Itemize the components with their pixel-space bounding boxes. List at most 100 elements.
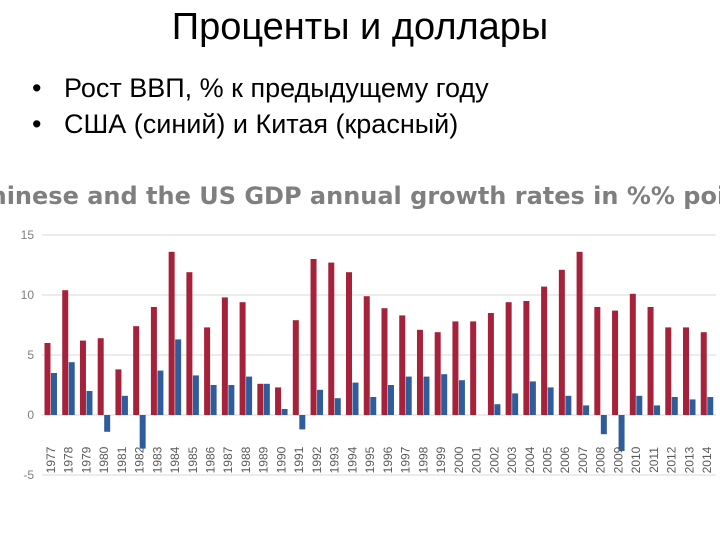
us-bar	[334, 398, 341, 415]
china-bar	[150, 307, 157, 415]
china-bar	[363, 296, 370, 415]
x-tick-label: 1998	[416, 446, 430, 473]
us-bar	[671, 397, 678, 415]
us-bar	[654, 405, 661, 415]
x-tick-label: 1982	[133, 446, 147, 473]
china-bar	[416, 329, 423, 415]
bullet-text: США (синий) и Китая (красный)	[64, 109, 459, 139]
china-bar	[328, 262, 335, 415]
x-tick-label: 1994	[345, 446, 359, 473]
china-bar	[133, 326, 140, 415]
china-bar	[647, 307, 654, 415]
china-bar	[523, 301, 530, 415]
us-bar	[317, 389, 324, 415]
x-tick-label: 1980	[97, 446, 111, 473]
x-tick-label: 1979	[79, 446, 93, 473]
us-bar	[583, 405, 590, 415]
x-tick-label: 2004	[523, 446, 537, 473]
china-bar	[629, 293, 636, 415]
us-bar	[352, 382, 359, 415]
x-tick-label: 2003	[505, 446, 519, 473]
us-bar	[192, 375, 199, 415]
us-bar	[263, 383, 270, 415]
china-bar	[275, 387, 282, 415]
us-bar	[210, 385, 217, 415]
us-bar	[405, 376, 412, 415]
china-bar	[97, 338, 104, 415]
gdp-growth-chart: Chinese and the US GDP annual growth rat…	[0, 160, 720, 490]
y-axis-ticks: -5 0 5 10 15	[21, 228, 35, 482]
us-bar	[512, 393, 519, 415]
x-tick-label: 2002	[487, 446, 501, 473]
china-bar	[594, 307, 601, 415]
x-tick-label: 2014	[700, 446, 714, 473]
us-bar	[121, 395, 128, 415]
x-tick-label: 1981	[115, 446, 129, 473]
x-tick-label: 1991	[292, 446, 306, 473]
x-tick-label: 1995	[363, 446, 377, 473]
x-tick-label: 1990	[274, 446, 288, 473]
us-bar	[565, 395, 572, 415]
china-bar	[310, 259, 317, 415]
x-tick-label: 2010	[629, 446, 643, 473]
us-bar	[68, 362, 75, 415]
us-bar	[423, 376, 430, 415]
china-bar	[381, 308, 388, 415]
us-bar	[636, 395, 643, 415]
x-tick-label: 1977	[44, 446, 58, 473]
us-bar	[104, 415, 111, 432]
x-tick-label: 2006	[558, 446, 572, 473]
y-tick-label: 10	[21, 288, 35, 302]
us-bar	[228, 385, 235, 415]
x-tick-label: 1984	[168, 446, 182, 473]
x-tick-label: 1988	[239, 446, 253, 473]
x-tick-label: 2011	[647, 447, 661, 473]
bullet-list: • Рост ВВП, % к предыдущему году • США (си…	[32, 70, 489, 142]
x-tick-label: 2001	[470, 446, 484, 473]
y-tick-label: -5	[23, 468, 34, 482]
china-bar	[470, 321, 477, 415]
us-bar	[246, 376, 253, 415]
us-bar	[281, 409, 288, 415]
y-tick-label: 5	[27, 348, 34, 362]
x-tick-label: 2000	[452, 446, 466, 473]
x-tick-label: 1985	[186, 446, 200, 473]
us-bar	[370, 397, 377, 415]
x-tick-label: 2009	[611, 446, 625, 473]
y-tick-label: 15	[21, 228, 35, 242]
x-tick-label: 2013	[682, 446, 696, 473]
china-bar	[79, 340, 86, 415]
us-bar	[157, 370, 164, 415]
slide-title: Проценты и доллары	[171, 6, 549, 48]
y-tick-label: 0	[27, 408, 34, 422]
china-bar	[683, 327, 690, 415]
x-tick-label: 1999	[434, 446, 448, 473]
china-bar	[700, 332, 707, 415]
x-tick-label: 1983	[150, 446, 164, 473]
x-tick-label: 1978	[62, 446, 76, 473]
china-bar	[44, 343, 51, 415]
china-bar	[434, 332, 441, 415]
china-bar	[292, 320, 299, 415]
us-bar	[50, 373, 57, 415]
china-bar	[612, 310, 619, 415]
us-bar	[441, 374, 448, 415]
x-axis-ticks: 1977 1978 1979 1980 1981 1982 1983 1984 1985 1986…	[44, 446, 714, 473]
us-bar	[689, 399, 696, 415]
us-bar	[299, 415, 306, 430]
china-bar	[487, 313, 494, 415]
us-bar	[458, 380, 465, 415]
china-bar	[115, 369, 122, 415]
chart-title: Chinese and the US GDP annual growth rat…	[0, 182, 720, 210]
china-bar	[665, 327, 672, 415]
china-bar	[239, 302, 246, 415]
china-bar	[186, 272, 193, 415]
x-tick-label: 1993	[328, 446, 342, 473]
bullet-dot: •	[32, 73, 42, 103]
bullet-dot: •	[32, 109, 42, 139]
x-tick-label: 2007	[576, 446, 590, 473]
us-bar	[547, 387, 554, 415]
x-tick-label: 1992	[310, 446, 324, 473]
x-tick-label: 1997	[399, 446, 413, 473]
china-bar	[62, 290, 69, 415]
